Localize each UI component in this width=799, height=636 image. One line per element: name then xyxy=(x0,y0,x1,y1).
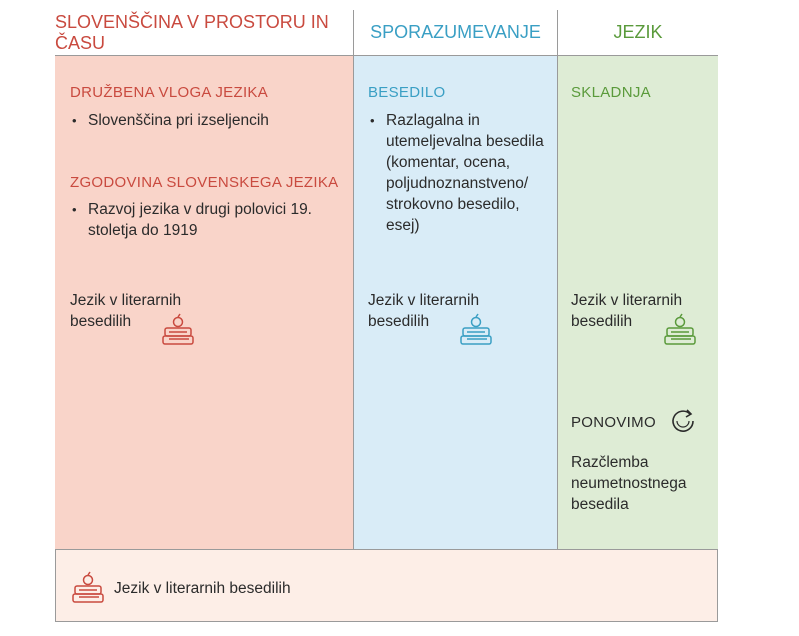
header-jezik: JEZIK xyxy=(558,10,718,56)
books-apple-icon xyxy=(72,571,104,603)
section-title-druzbena-vloga: DRUŽBENA VLOGA JEZIKA xyxy=(70,84,269,101)
list-druzbena-vloga: Slovenščina pri izseljencih xyxy=(70,110,340,131)
list-item: Razvoj jezika v drugi polovici 19. stole… xyxy=(70,199,340,241)
list-zgodovina: Razvoj jezika v drugi polovici 19. stole… xyxy=(70,199,340,241)
section-title-zgodovina: ZGODOVINA SLOVENSKEGA JEZIKA xyxy=(70,174,339,191)
list-item: Razlagalna in utemeljevalna besedila (ko… xyxy=(368,110,550,236)
books-apple-icon xyxy=(162,313,194,345)
section-title-besedilo: BESEDILO xyxy=(368,84,446,101)
list-besedilo: Razlagalna in utemeljevalna besedila (ko… xyxy=(368,110,550,236)
footer-row xyxy=(55,549,718,622)
column-jezik xyxy=(558,56,718,549)
footer-text: Jezik v literarnih besedilih xyxy=(114,580,291,597)
review-label: PONOVIMO xyxy=(571,414,656,431)
header-slovenscina: SLOVENŠČINA V PROSTORU IN ČASU xyxy=(55,10,354,56)
list-item: Slovenščina pri izseljencih xyxy=(70,110,340,131)
column-slovenscina xyxy=(55,56,354,549)
books-apple-icon xyxy=(664,313,696,345)
literary-text-col3: Jezik v literarnih besedilih xyxy=(571,292,683,330)
literary-text-col2: Jezik v literarnih besedilih xyxy=(368,292,480,330)
header-sporazumevanje: SPORAZUMEVANJE xyxy=(354,10,558,56)
review-text: Razčlemba neumetnostnega besedila xyxy=(571,454,687,513)
literary-text-col1: Jezik v literarnih besedilih xyxy=(70,292,182,330)
section-title-skladnja: SKLADNJA xyxy=(571,84,651,101)
refresh-icon xyxy=(672,409,694,432)
books-apple-icon xyxy=(460,313,492,345)
